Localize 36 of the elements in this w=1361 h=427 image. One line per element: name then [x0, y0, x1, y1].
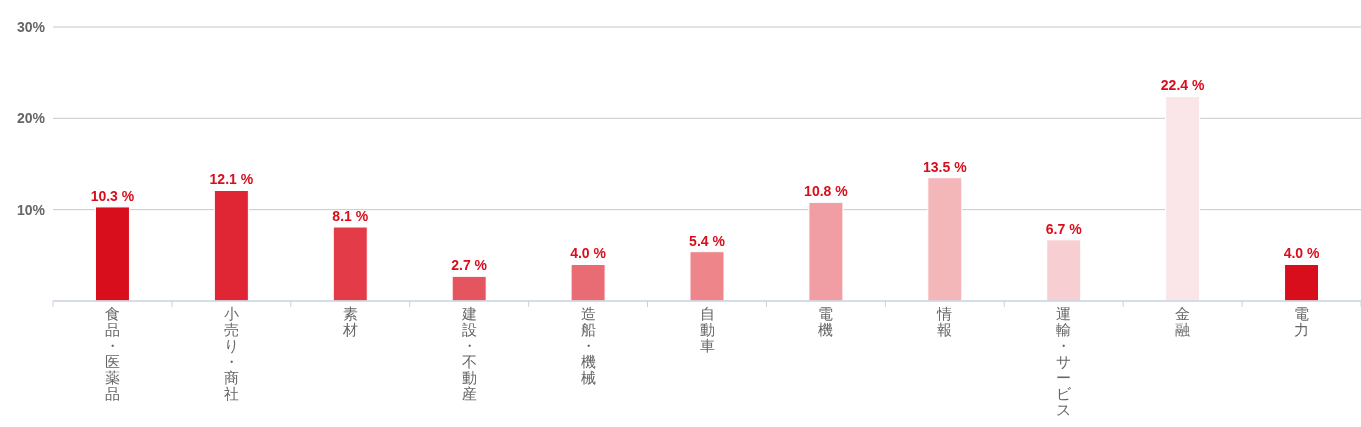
x-tick-label: 建設・不動産: [460, 305, 477, 402]
x-tick-label: 電力: [1294, 305, 1310, 338]
x-tick-label: 自動車: [699, 305, 715, 354]
data-label: 12.1 %: [209, 171, 254, 188]
data-label: 4.0 %: [1283, 245, 1320, 262]
bar: [1046, 239, 1082, 302]
data-label: 22.4 %: [1160, 77, 1205, 94]
data-label: 2.7 %: [451, 257, 488, 274]
bar: [1284, 263, 1320, 302]
y-tick-label: 20%: [16, 110, 46, 127]
bar: [1165, 95, 1201, 302]
bar: [451, 275, 487, 302]
y-tick-label: 30%: [16, 19, 46, 35]
data-label: 5.4 %: [689, 232, 726, 249]
x-tick-label: 電機: [818, 305, 834, 338]
data-label: 6.7 %: [1045, 220, 1083, 237]
data-label: 10.3 %: [90, 187, 135, 204]
x-tick-label: 素材: [341, 305, 358, 338]
x-tick-label: 情報: [936, 305, 953, 338]
x-tick-label: 金融: [1175, 305, 1191, 338]
data-label: 4.0 %: [570, 245, 607, 262]
data-label: 8.1 %: [332, 208, 369, 225]
data-label: 10.8 %: [804, 183, 849, 200]
bar: [570, 263, 606, 302]
bar: [808, 201, 844, 302]
x-tick-label: 運輸・サービス: [1056, 305, 1073, 418]
bar: [94, 206, 130, 302]
bar: [332, 226, 368, 302]
x-tick-label: 小売り・商社: [223, 305, 239, 402]
bar: [213, 189, 249, 302]
data-label: 13.5 %: [923, 158, 968, 175]
bar: [927, 177, 963, 302]
x-tick-label: 食品・医薬品: [104, 305, 120, 402]
x-tick-label: 造船・機械: [580, 305, 596, 386]
y-tick-label: 10%: [16, 201, 46, 218]
bar: [689, 251, 725, 302]
